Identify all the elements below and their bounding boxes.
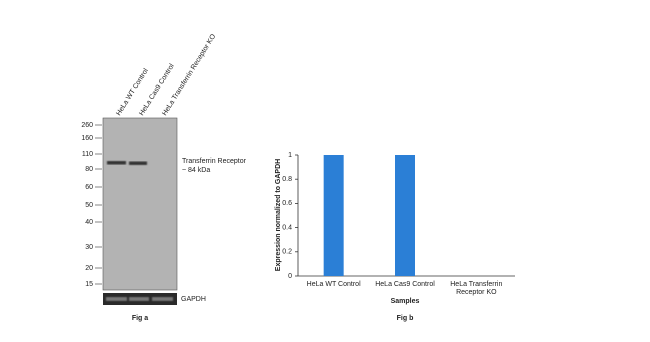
y-tick-label: 0 xyxy=(288,273,292,280)
gapdh-band xyxy=(152,297,173,301)
marker-label: 160 xyxy=(81,135,93,142)
y-tick-label: 0.6 xyxy=(282,200,292,207)
marker-label: 40 xyxy=(85,219,93,226)
y-tick-label: 0.2 xyxy=(282,249,292,256)
marker-label: 15 xyxy=(85,281,93,288)
y-axis-title: Expression normalized to GAPDH xyxy=(275,159,282,271)
caption: Fig a xyxy=(132,315,148,322)
caption: Fig b xyxy=(397,315,414,322)
y-tick-label: 0.4 xyxy=(282,224,292,231)
y-tick-label: 0.8 xyxy=(282,176,292,183)
x-tick-label: HeLa Cas9 Control xyxy=(375,281,435,288)
marker-label: 60 xyxy=(85,184,93,191)
gapdh-band xyxy=(106,297,127,301)
marker-label: 30 xyxy=(85,244,93,251)
loading-control-label: GAPDH xyxy=(181,296,206,303)
marker-label: 50 xyxy=(85,202,93,209)
y-tick-label: 1 xyxy=(288,152,292,159)
x-axis-title: Samples xyxy=(391,298,420,305)
bar xyxy=(323,155,344,276)
marker-label: 80 xyxy=(85,166,93,173)
blot-band xyxy=(107,161,126,165)
band-label: Transferrin Receptor xyxy=(182,158,247,165)
gapdh-band xyxy=(129,297,149,301)
blot-band xyxy=(129,161,147,165)
marker-label: 20 xyxy=(85,265,93,272)
x-tick-label: HeLa Transferrin Receptor KO xyxy=(450,281,503,296)
bar xyxy=(395,155,415,276)
x-tick-label: HeLa WT Control xyxy=(306,281,361,288)
band-size: ~ 84 kDa xyxy=(182,167,210,174)
marker-label: 260 xyxy=(81,122,93,129)
marker-label: 110 xyxy=(82,151,93,158)
blot-membrane xyxy=(102,117,178,291)
